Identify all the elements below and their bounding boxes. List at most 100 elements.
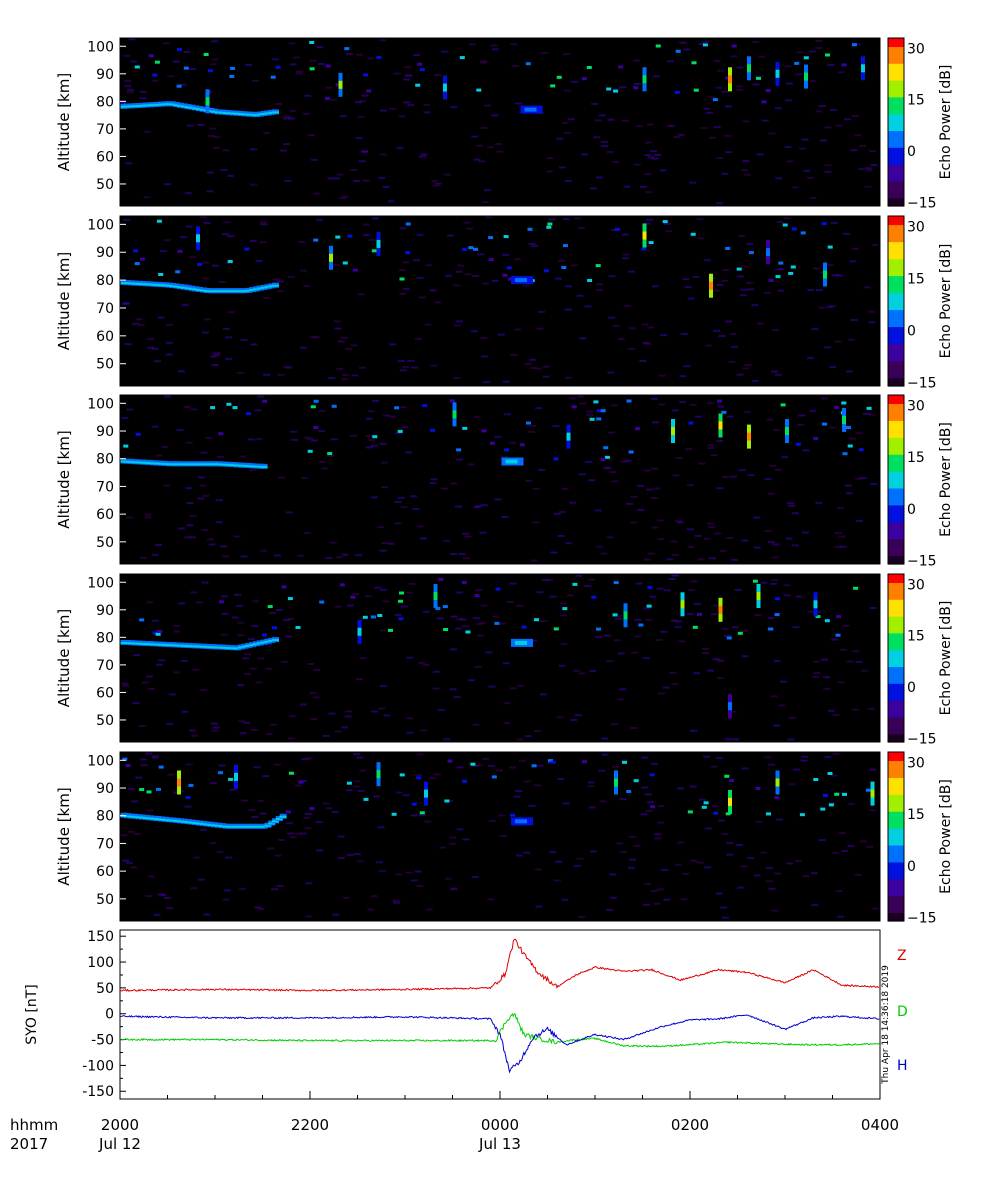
echo-layer-core	[142, 461, 150, 464]
noise-cell	[432, 184, 440, 187]
noise-cell	[725, 151, 733, 154]
colorbar-segment	[888, 887, 904, 891]
noise-cell	[809, 409, 817, 412]
noise-cell	[200, 451, 208, 454]
noise-cell	[423, 103, 431, 106]
noise-cell	[516, 684, 524, 687]
noise-cell	[186, 502, 194, 504]
noise-cell	[643, 222, 651, 225]
colorbar-segment	[888, 133, 904, 137]
noise-cell	[424, 323, 432, 326]
noise-cell	[710, 765, 718, 768]
noise-cell	[751, 41, 759, 43]
noise-cell	[443, 539, 451, 542]
heatmap-canvas	[120, 38, 880, 206]
echo-speck	[218, 432, 224, 436]
noise-cell	[472, 723, 480, 726]
echo-speck	[649, 773, 655, 777]
echo-layer-core	[127, 642, 135, 645]
noise-cell	[528, 430, 535, 433]
colorbar-segment	[888, 366, 904, 370]
colorbar-segment	[888, 918, 904, 922]
echo-speck	[372, 435, 378, 439]
echo-speck	[572, 582, 578, 586]
echo-speck	[841, 63, 847, 67]
panel-frame	[119, 751, 881, 922]
echo-speck	[766, 812, 771, 816]
noise-cell	[559, 166, 566, 169]
noise-cell	[260, 223, 268, 226]
y-tick-label: 60	[96, 864, 114, 880]
noise-cell	[197, 124, 205, 126]
noise-cell	[700, 126, 708, 129]
noise-cell	[523, 851, 531, 854]
noise-cell	[555, 860, 563, 863]
noise-cell	[644, 883, 652, 886]
noise-cell	[724, 134, 732, 137]
echo-layer-core	[211, 463, 219, 466]
colorbar-segment	[888, 292, 904, 296]
noise-cell	[606, 151, 614, 154]
colorbar-tick-label: −15	[907, 732, 937, 748]
noise-cell	[554, 277, 562, 280]
y-tick-label: 100	[87, 396, 114, 412]
noise-cell	[122, 302, 130, 305]
noise-cell	[250, 343, 258, 346]
echo-layer-core	[165, 819, 173, 822]
noise-cell	[263, 373, 271, 376]
noise-cell	[641, 756, 649, 759]
noise-cell	[716, 677, 724, 680]
echo-layer-core	[196, 463, 203, 466]
echo-speck	[363, 73, 369, 77]
echo-speck	[561, 266, 567, 269]
colorbar-segment	[888, 172, 904, 176]
colorbar-segment	[888, 516, 904, 520]
noise-cell	[231, 616, 239, 619]
echo-speck	[581, 77, 587, 81]
noise-cell	[480, 504, 488, 507]
y-tick-label: 70	[96, 122, 114, 138]
echo-layer-core	[150, 104, 158, 107]
noise-cell	[475, 589, 483, 592]
noise-cell	[372, 400, 380, 403]
echo-layer-core	[196, 822, 203, 825]
echo-speck	[803, 56, 809, 60]
noise-cell	[566, 594, 574, 597]
echo-layer-core	[165, 103, 173, 106]
echo-speck	[737, 631, 743, 635]
noise-cell	[557, 777, 565, 780]
noise-cell	[802, 449, 810, 452]
colorbar-segment	[888, 825, 904, 829]
noise-cell	[640, 813, 648, 816]
noise-cell	[622, 253, 630, 256]
colorbar-segment	[888, 799, 904, 804]
echo-speck	[813, 778, 819, 781]
echo-speck	[481, 429, 487, 433]
noise-cell	[577, 395, 585, 398]
noise-cell	[831, 638, 839, 641]
echo-speck	[244, 247, 250, 251]
y-axis-label: Altitude [km]	[55, 787, 73, 885]
noise-cell	[278, 476, 285, 479]
colorbar-segment	[888, 383, 904, 387]
noise-cell	[316, 849, 324, 852]
noise-cell	[210, 722, 218, 725]
noise-cell	[177, 370, 185, 373]
noise-cell	[657, 805, 665, 808]
colorbar-segment	[888, 116, 904, 120]
noise-cell	[529, 366, 537, 369]
noise-cell	[152, 755, 160, 757]
noise-cell	[211, 364, 219, 366]
noise-cell	[413, 259, 420, 262]
noise-cell	[273, 554, 281, 557]
noise-cell	[480, 61, 488, 64]
noise-cell	[535, 905, 543, 908]
colorbar-segment	[888, 371, 904, 376]
noise-cell	[768, 887, 776, 890]
echo-speck	[662, 220, 668, 224]
echo-layer-core	[237, 113, 245, 115]
noise-cell	[147, 346, 155, 349]
noise-cell	[644, 173, 652, 176]
echo-speck	[550, 84, 556, 88]
noise-cell	[250, 729, 258, 731]
